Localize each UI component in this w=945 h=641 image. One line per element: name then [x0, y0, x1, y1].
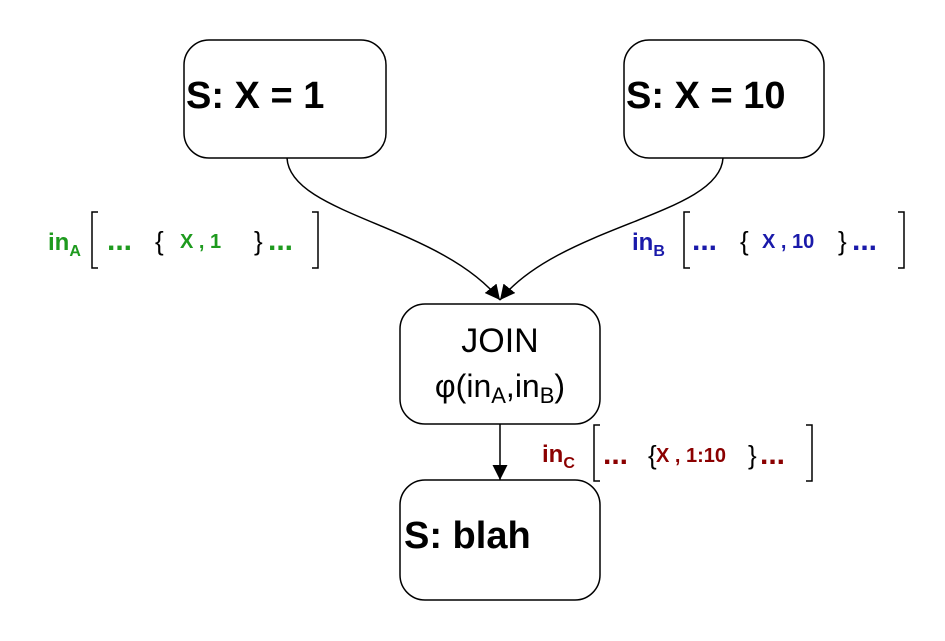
set-in-a: inA ... { X , 1 } ... [48, 211, 319, 269]
join-phi-expression: φ(inA,inB) [435, 368, 565, 408]
set-in-b-right-bracket [898, 211, 905, 269]
set-in-c-left-bracket [593, 424, 600, 482]
join-title: JOIN [461, 322, 538, 360]
set-in-a-tuple: X , 1 [180, 231, 221, 253]
node-s-blah-label: S: blah [404, 515, 531, 557]
set-in-a-brace-open: { [155, 226, 164, 256]
set-in-c-brace-open: { [648, 440, 657, 470]
set-in-a-post-ellipsis: ... [268, 224, 293, 257]
set-in-a-brace-close: } [254, 226, 263, 256]
set-in-a-right-bracket [312, 211, 319, 269]
set-in-b-brace-close: } [838, 226, 847, 256]
set-in-b-brace-open: { [740, 226, 749, 256]
node-s-x-1-label: S: X = 1 [186, 75, 324, 117]
set-in-c-brace-close: } [748, 440, 757, 470]
set-in-c-pre-ellipsis: ... [603, 438, 628, 471]
set-in-b-name: inB [632, 229, 665, 260]
set-in-a-name: inA [48, 229, 81, 260]
set-in-b-post-ellipsis: ... [852, 224, 877, 257]
set-in-b-pre-ellipsis: ... [692, 224, 717, 257]
node-join[interactable]: JOIN φ(inA,inB) [399, 303, 601, 425]
set-in-b-left-bracket [683, 211, 690, 269]
set-in-c-tuple: X , 1:10 [656, 445, 726, 467]
set-in-b: inB ... { X , 10 } ... [632, 211, 905, 269]
set-in-c: inC ... { X , 1:10 } ... [542, 424, 813, 482]
node-s-x-1[interactable]: S: X = 1 [183, 39, 387, 159]
node-s-x-10[interactable]: S: X = 10 [623, 39, 825, 159]
set-in-a-left-bracket [91, 211, 98, 269]
set-in-c-right-bracket [806, 424, 813, 482]
set-in-c-name: inC [542, 441, 575, 472]
edge-s1-to-join [286, 157, 501, 301]
node-s-x-10-label: S: X = 10 [626, 75, 785, 117]
edge-s10-to-join [499, 157, 724, 301]
node-s-blah[interactable]: S: blah [399, 479, 601, 601]
set-in-c-post-ellipsis: ... [760, 438, 785, 471]
set-in-b-tuple: X , 10 [762, 231, 814, 253]
set-in-a-pre-ellipsis: ... [107, 224, 132, 257]
